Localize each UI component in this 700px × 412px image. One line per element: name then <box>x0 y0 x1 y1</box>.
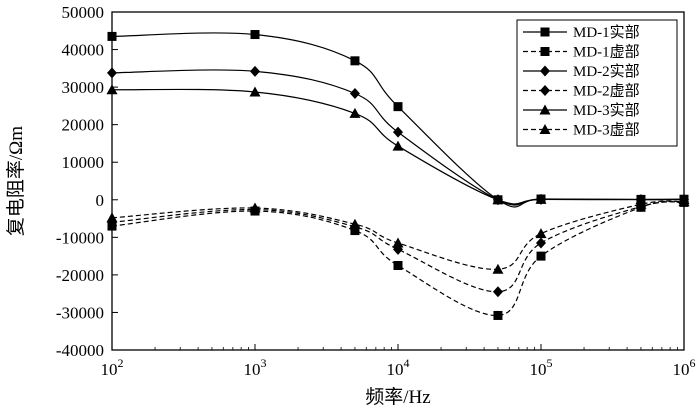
y-tick-label: 10000 <box>62 153 105 172</box>
y-tick-label: -40000 <box>56 341 104 360</box>
data-point-square <box>493 310 503 320</box>
data-point-triangle <box>535 193 547 204</box>
data-point-diamond <box>107 67 117 79</box>
legend-item: MD-2实部 <box>523 63 640 80</box>
legend-marker <box>540 47 550 56</box>
data-point-triangle <box>678 196 690 207</box>
y-tick-label: 50000 <box>62 3 105 22</box>
x-tick-base: 10 <box>673 360 690 379</box>
x-tick-base: 10 <box>387 360 404 379</box>
legend-label: MD-3实部 <box>573 102 640 119</box>
y-axis-title: 复电阻率/Ωm <box>5 126 27 236</box>
data-point-diamond <box>492 286 503 298</box>
x-axis-title: 频率/Hz <box>365 386 430 408</box>
x-tick-base: 10 <box>101 360 118 379</box>
series-line <box>111 201 685 293</box>
x-tick-base: 10 <box>530 360 547 379</box>
legend-marker <box>540 27 550 37</box>
data-point-diamond <box>536 237 546 249</box>
data-point-square <box>250 30 260 40</box>
y-axis-ticks: 50000 40000 30000 20000 10000 0 -10000 -20000 -3… <box>56 3 118 360</box>
data-point-square <box>393 261 403 270</box>
y-tick-label: -30000 <box>56 303 104 322</box>
x-axis-ticks: 102 103 104 105 106 <box>101 344 696 379</box>
series-line <box>111 200 685 270</box>
data-point-triangle <box>249 202 261 213</box>
legend-marker <box>539 104 551 115</box>
series-line <box>111 200 685 317</box>
data-point-square <box>393 102 403 112</box>
x-tick-label: 104 <box>387 356 410 379</box>
x-tick-label: 106 <box>673 356 696 379</box>
legend-label: MD-2虚部 <box>573 83 640 100</box>
data-point-diamond <box>349 87 360 99</box>
x-tick-exponent: 6 <box>690 356 696 370</box>
legend-box <box>516 19 678 147</box>
data-point-triangle <box>392 237 404 248</box>
legend-item: MD-3实部 <box>523 102 640 119</box>
legend-marker <box>540 65 550 77</box>
y-tick-label: -10000 <box>56 228 104 247</box>
data-point-diamond <box>393 126 403 138</box>
legend-item: MD-1虚部 <box>523 44 640 61</box>
data-point-triangle <box>392 140 404 151</box>
data-point-triangle <box>492 263 504 274</box>
x-tick-exponent: 5 <box>547 356 553 370</box>
series-layer <box>106 30 690 320</box>
series-2 <box>107 197 689 320</box>
x-tick-exponent: 4 <box>404 356 410 370</box>
data-point-triangle <box>249 86 261 97</box>
x-tick-exponent: 2 <box>118 356 124 370</box>
x-tick-label: 102 <box>101 356 124 379</box>
legend-marker <box>540 85 550 96</box>
data-point-square <box>536 251 546 261</box>
series-6 <box>106 196 690 274</box>
y-tick-label: 40000 <box>62 41 105 60</box>
y-tick-label: 30000 <box>62 78 105 97</box>
legend: MD-1实部 MD-1虚部 MD-2实部 MD-2虚部 MD-3实部 MD-3虚部 <box>516 19 678 147</box>
legend-items: MD-1实部 MD-1虚部 MD-2实部 MD-2虚部 MD-3实部 MD-3虚部 <box>523 24 640 139</box>
y-tick-label: 0 <box>96 191 105 210</box>
data-point-triangle <box>106 212 118 223</box>
legend-item: MD-2虚部 <box>523 83 640 100</box>
x-tick-label: 103 <box>244 356 267 379</box>
data-point-triangle <box>635 198 647 209</box>
legend-marker <box>539 124 551 134</box>
legend-label: MD-2实部 <box>573 63 640 80</box>
y-tick-label: -20000 <box>56 266 104 285</box>
legend-label: MD-3虚部 <box>573 122 640 139</box>
data-point-square <box>350 56 360 66</box>
legend-label: MD-1虚部 <box>573 44 640 61</box>
data-point-triangle <box>349 107 361 118</box>
legend-item: MD-3虚部 <box>523 122 640 139</box>
data-point-triangle <box>535 228 547 239</box>
x-tick-base: 10 <box>244 360 261 379</box>
data-point-square <box>107 31 117 41</box>
data-point-triangle <box>349 218 361 229</box>
x-tick-exponent: 3 <box>261 356 267 370</box>
data-point-triangle <box>106 84 118 95</box>
legend-label: MD-1实部 <box>573 24 640 41</box>
data-point-triangle <box>492 194 504 205</box>
legend-item: MD-1实部 <box>523 24 640 41</box>
y-tick-label: 20000 <box>62 116 105 135</box>
data-point-diamond <box>250 65 260 77</box>
x-tick-label: 105 <box>530 356 553 379</box>
